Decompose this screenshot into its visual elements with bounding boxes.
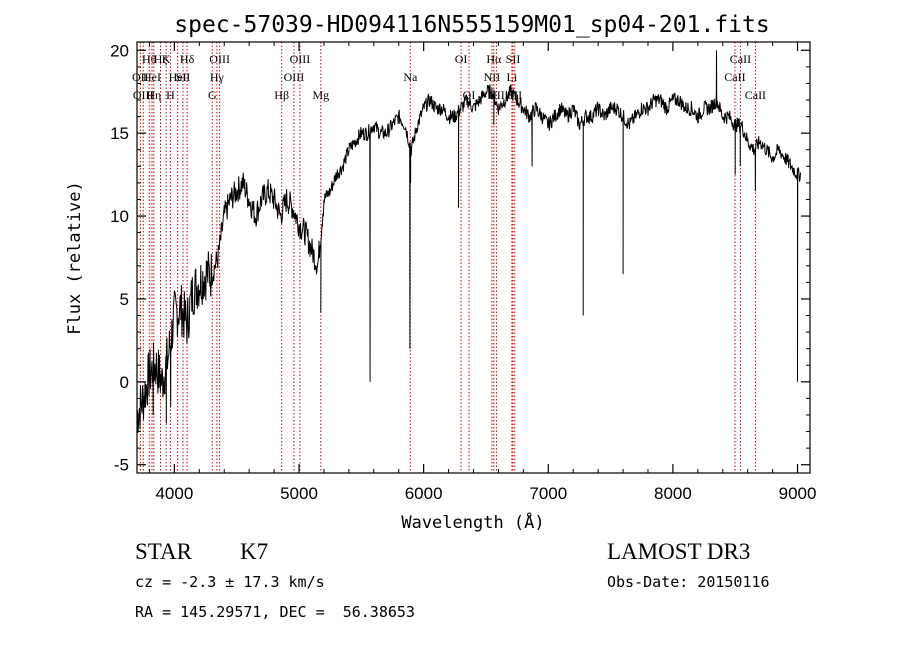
survey-name: LAMOST DR3 xyxy=(607,539,751,564)
line-marker-label-9: SII xyxy=(176,70,191,84)
y-axis-label: Flux (relative) xyxy=(65,181,85,335)
line-marker-label-0: OII xyxy=(132,70,149,84)
line-marker-label-7: H xyxy=(166,88,175,102)
line-marker-label-14: Hβ xyxy=(274,88,289,102)
line-marker-label-19: OI xyxy=(455,52,468,66)
spectrum-plot xyxy=(136,50,802,433)
line-marker-label-11: G xyxy=(208,88,217,102)
line-marker-label-2: Hθ xyxy=(142,52,157,66)
axis-ticks: 4000 5000 6000 7000 8000 9000 -5 0 5 10 15 20 xyxy=(110,41,816,503)
line-marker-label-16: OIII xyxy=(290,52,311,66)
x-tick-label-2: 6000 xyxy=(405,484,443,503)
line-marker-label-4: Hη xyxy=(146,88,161,102)
line-marker-label-17: Mg xyxy=(312,88,329,102)
line-marker-label-28: CaII xyxy=(730,52,751,66)
redshift-info: cz = -2.3 ± 17.3 km/s xyxy=(135,573,325,591)
y-tick-label-3: 10 xyxy=(110,207,129,226)
line-marker-label-27: CaII xyxy=(724,70,745,84)
obs-date-info: Obs-Date: 20150116 xyxy=(607,573,770,591)
line-marker-label-12: Hγ xyxy=(210,70,225,84)
line-marker-label-24: Li xyxy=(507,70,518,84)
y-tick-label-0: -5 xyxy=(114,456,129,475)
line-marker-label-21: NII xyxy=(484,70,501,84)
plot-frame xyxy=(136,41,811,474)
x-tick-label-4: 8000 xyxy=(654,484,692,503)
line-marker-label-29: CaII xyxy=(745,88,766,102)
x-axis-label: Wavelength (Å) xyxy=(401,511,544,533)
line-marker-label-10: Hδ xyxy=(180,52,195,66)
spectrum-line xyxy=(136,50,802,433)
line-marker-label-25: SII xyxy=(506,52,521,66)
y-tick-label-2: 5 xyxy=(120,290,129,309)
line-marker-label-13: OIII xyxy=(209,52,230,66)
line-marker-label-15: OIII xyxy=(284,70,305,84)
chart-title: spec-57039-HD094116N555159M01_sp04-201.f… xyxy=(174,12,769,38)
line-marker-label-3: HeI xyxy=(143,70,161,84)
line-marker-label-6: K xyxy=(162,52,171,66)
x-tick-label-0: 4000 xyxy=(155,484,193,503)
line-marker-label-22: Hα xyxy=(486,52,502,66)
x-tick-label-5: 9000 xyxy=(779,484,817,503)
line-marker-label-18: Na xyxy=(403,70,418,84)
y-tick-label-1: 0 xyxy=(120,373,129,392)
object-subclass: K7 xyxy=(240,539,269,564)
object-class: STAR xyxy=(135,539,192,564)
line-marker-label-1: OIII xyxy=(133,88,154,102)
line-marker-label-5: Hζ xyxy=(154,52,168,66)
x-tick-label-3: 7000 xyxy=(529,484,567,503)
x-tick-label-1: 5000 xyxy=(280,484,318,503)
coordinates-info: RA = 145.29571, DEC = 56.38653 xyxy=(135,603,415,621)
line-marker-label-8: HeI xyxy=(169,70,187,84)
y-tick-label-5: 20 xyxy=(110,41,129,60)
y-tick-label-4: 15 xyxy=(110,124,129,143)
line-marker-layer: OIIOIIIHθHeIHηHζKHHeISIIHδGHγOIIIHβOIIIO… xyxy=(132,42,766,473)
